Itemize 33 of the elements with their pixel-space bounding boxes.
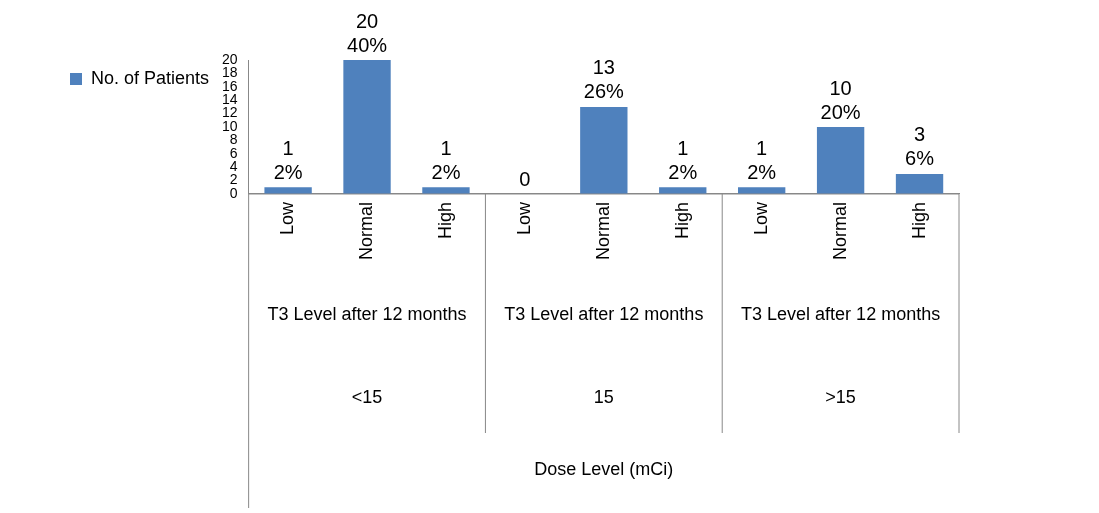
legend-label: No. of Patients [91, 67, 210, 88]
bar [264, 187, 312, 194]
x-tick-label: Normal [592, 201, 613, 261]
x-tick-label: Normal [356, 201, 376, 261]
text: 0 [519, 167, 531, 190]
bar [895, 173, 944, 194]
x-tick-label: Low [750, 201, 771, 236]
text: 1 2% [431, 136, 461, 183]
bar [816, 127, 865, 194]
y-tick-label: 20 [222, 50, 238, 67]
x-tick-label: Low [513, 201, 534, 236]
x-tick-label: High [671, 201, 692, 240]
text: 1 2% [273, 136, 303, 183]
text: <15 [351, 386, 383, 407]
text: T3 Level after 12 months [504, 304, 704, 325]
text: 1 2% [747, 136, 777, 183]
text: >15 [825, 386, 856, 407]
text: 20 40% [347, 9, 388, 56]
x-tick-label: Low [277, 201, 298, 236]
text: T3 Level after 12 months [741, 304, 941, 325]
bar [422, 187, 470, 194]
text: 1 2% [668, 136, 698, 183]
bar [343, 60, 391, 194]
bar [580, 106, 628, 194]
text: 10 20% [820, 76, 861, 123]
text: T3 Level after 12 months [267, 304, 467, 325]
text: Dose Level (mCi) [534, 459, 674, 480]
text: 15 [593, 386, 614, 407]
x-tick-label: High [908, 201, 929, 240]
text: 13 26% [583, 56, 624, 103]
x-tick-label: High [434, 201, 455, 240]
text: 3 6% [905, 123, 934, 170]
x-tick-label: Normal [829, 201, 850, 261]
